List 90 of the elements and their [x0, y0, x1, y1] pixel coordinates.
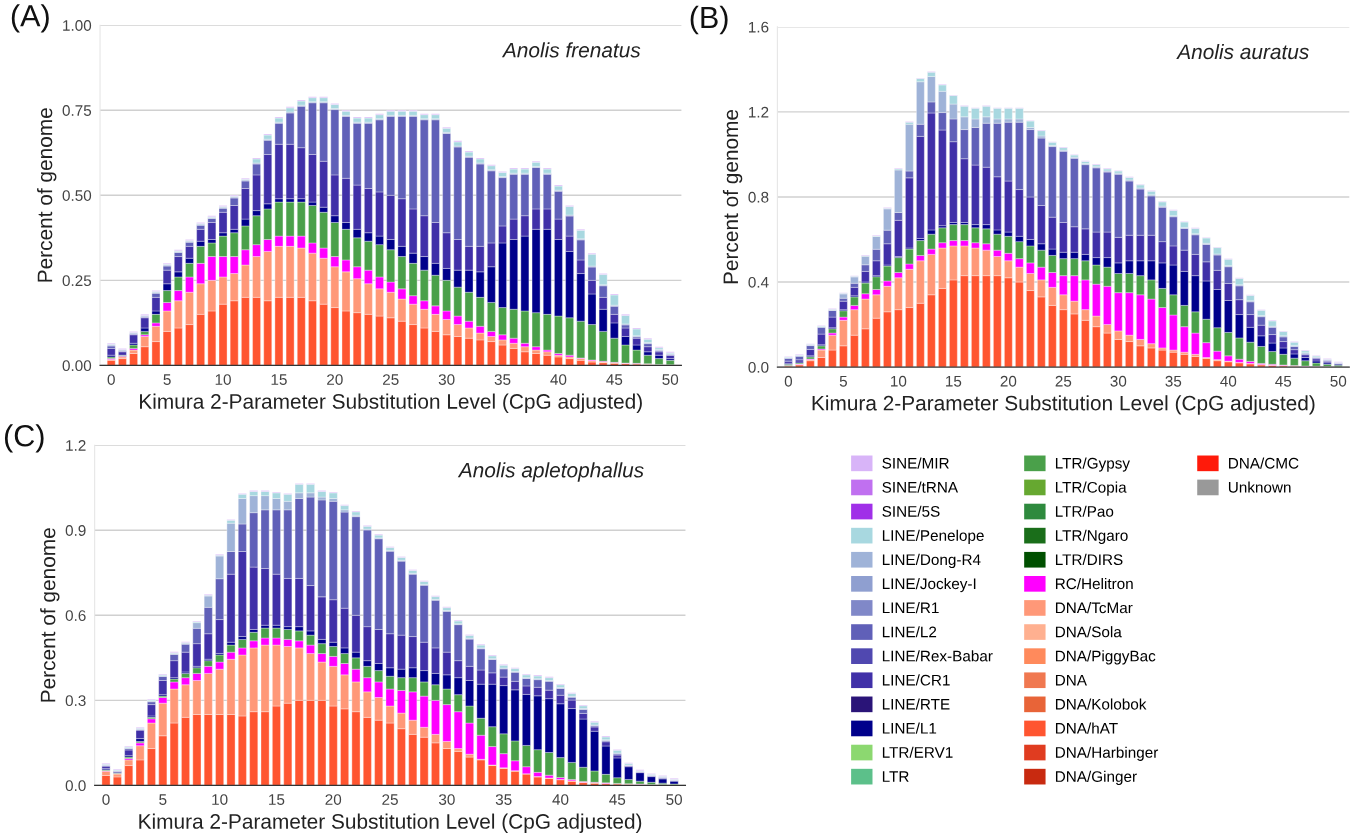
x-tick-label: 5 [163, 374, 171, 385]
legend-label: LINE/CR1 [882, 674, 950, 686]
legend-label: LTR [882, 771, 909, 782]
legend-label: RC/Helitron [1055, 577, 1133, 590]
legend-label: LINE/Dong-R4 [882, 553, 981, 569]
x-tick-label: 45 [609, 794, 626, 805]
x-tick-label: 40 [550, 374, 567, 385]
legend-label: LINE/Jockey-I [882, 577, 976, 593]
x-axis-title: Kimura 2-Parameter Substitution Level (CpG adjusted) [812, 395, 1315, 415]
legend-label: DNA [1055, 674, 1087, 686]
x-tick-label: 50 [666, 794, 682, 805]
x-tick-label: 50 [662, 374, 679, 385]
legend-label: SINE/tRNA [882, 481, 959, 493]
x-tick-label: 20 [1000, 375, 1017, 387]
y-tick-label: 0.9 [65, 525, 86, 536]
x-tick-label: 10 [215, 374, 231, 385]
legend-label: LTR/Pao [1055, 505, 1114, 517]
y-tick-label: 1.2 [749, 106, 769, 118]
legend-label: DNA/PiggyBac [1055, 650, 1156, 665]
legend-label: LTR/Ngaro [1055, 529, 1128, 544]
x-tick-label: 15 [269, 794, 285, 805]
x-tick-label: 20 [325, 794, 342, 805]
y-tick-label: 0.6 [65, 610, 86, 621]
x-tick-label: 35 [495, 794, 512, 805]
legend-label: LTR/ERV1 [882, 746, 953, 758]
y-axis-title: Percent of genome [722, 109, 743, 284]
legend-label: DNA/CMC [1229, 457, 1299, 469]
y-axis-title: Percent of genome [37, 108, 57, 282]
text: Anolis auratus [1176, 43, 1309, 60]
y-tick-label: 1.00 [63, 20, 92, 31]
x-tick-label: 0 [784, 375, 793, 387]
y-tick-label: 0.00 [62, 360, 92, 372]
legend-label: DNA/hAT [1055, 722, 1118, 734]
y-tick-label: 1.2 [66, 440, 86, 451]
text: (A) [11, 4, 49, 33]
x-tick-label: 10 [212, 794, 228, 805]
legend-label: LTR/DIRS [1055, 553, 1123, 566]
x-tick-label: 40 [552, 794, 569, 805]
x-tick-label: 25 [383, 374, 399, 385]
x-tick-label: 0 [102, 794, 110, 805]
y-tick-label: 0.3 [65, 695, 86, 707]
x-tick-label: 10 [891, 375, 907, 387]
y-tick-label: 1.6 [749, 21, 769, 33]
text: (C) [4, 424, 44, 453]
y-tick-label: 0.50 [62, 190, 92, 201]
legend-label: DNA/Kolobok [1055, 698, 1147, 710]
legend-label: LTR/Gypsy [1055, 457, 1130, 472]
legend-label: SINE/5S [882, 505, 940, 517]
legend-label: LTR/Copia [1055, 481, 1127, 496]
x-tick-label: 40 [1220, 375, 1237, 387]
x-tick-label: 15 [271, 374, 287, 385]
text: (B) [690, 5, 728, 35]
x-tick-label: 20 [327, 374, 343, 385]
text: Anolis frenatus [501, 42, 641, 58]
legend-label: LINE/Penelope [882, 529, 984, 544]
y-tick-label: 0.25 [62, 275, 92, 287]
y-tick-label: 0.0 [65, 780, 86, 792]
x-axis-title: Kimura 2-Parameter Substitution Level (CpG adjusted) [140, 393, 642, 413]
legend-label: LINE/RTE [882, 698, 950, 710]
legend-label: LINE/L1 [882, 722, 937, 734]
legend-label: Unknown [1228, 481, 1291, 493]
x-tick-label: 25 [382, 794, 398, 805]
legend-label: DNA/Harbinger [1055, 746, 1159, 761]
x-tick-label: 45 [606, 374, 623, 385]
legend-label: LINE/R1 [882, 602, 939, 614]
y-tick-label: 0.75 [62, 105, 92, 116]
y-tick-label: 0.0 [748, 361, 769, 373]
x-tick-label: 5 [839, 375, 847, 387]
x-tick-label: 30 [1110, 375, 1127, 387]
x-axis-title: Kimura 2-Parameter Substitution Level (CpG adjusted) [139, 813, 642, 833]
x-tick-label: 35 [1165, 375, 1182, 387]
x-tick-label: 35 [494, 374, 511, 385]
x-tick-label: 30 [438, 374, 455, 385]
x-tick-label: 0 [107, 374, 115, 385]
x-tick-label: 15 [946, 375, 962, 387]
legend-label: DNA/Ginger [1055, 770, 1137, 785]
y-axis-title: Percent of genome [40, 528, 60, 702]
x-tick-label: 50 [1330, 375, 1347, 387]
legend-label: LINE/Rex-Babar [882, 650, 993, 662]
text: Anolis apletophallus [457, 462, 644, 482]
x-tick-label: 25 [1055, 375, 1072, 387]
legend-label: LINE/L2 [882, 626, 937, 638]
x-tick-label: 45 [1275, 375, 1292, 387]
legend-label: DNA/Sola [1055, 626, 1122, 638]
legend-label: SINE/MIR [882, 457, 949, 469]
y-tick-label: 0.8 [748, 191, 769, 203]
x-tick-label: 30 [438, 794, 455, 805]
y-tick-label: 0.4 [748, 276, 769, 288]
x-tick-label: 5 [159, 794, 167, 805]
legend-label: DNA/TcMar [1055, 602, 1133, 614]
